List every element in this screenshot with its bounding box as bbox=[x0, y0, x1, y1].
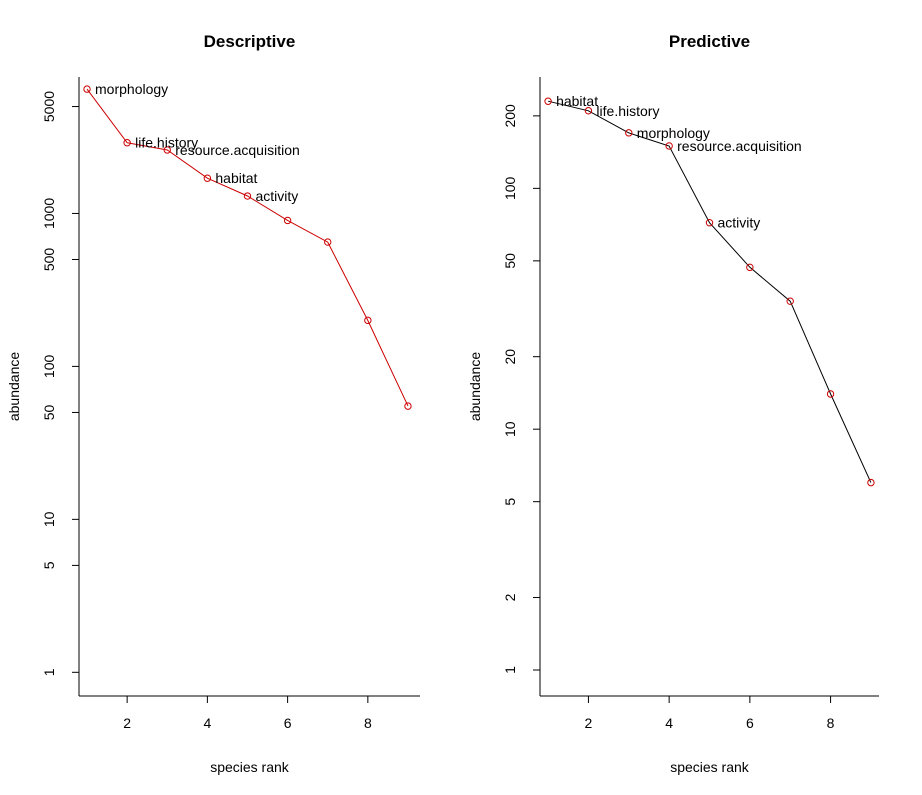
x-tick-label: 2 bbox=[123, 715, 131, 731]
data-point bbox=[404, 402, 412, 410]
x-tick-label: 6 bbox=[284, 715, 292, 731]
y-tick-label: 500 bbox=[41, 248, 57, 272]
point-label: life.history bbox=[135, 135, 198, 151]
y-tick-label: 100 bbox=[502, 176, 518, 200]
y-tick-label: 50 bbox=[41, 404, 57, 420]
y-tick-label: 1 bbox=[41, 668, 57, 676]
data-point bbox=[83, 85, 91, 93]
point-label: morphology bbox=[637, 125, 710, 141]
point-label: resource.acquisition bbox=[677, 138, 802, 154]
y-tick-label: 1 bbox=[502, 666, 518, 674]
y-tick-label: 20 bbox=[502, 349, 518, 365]
y-tick-label: 10 bbox=[502, 421, 518, 437]
data-point bbox=[544, 97, 552, 105]
data-point bbox=[123, 139, 131, 147]
series-line bbox=[547, 100, 872, 483]
y-axis-label: abundance bbox=[467, 352, 483, 422]
data-point bbox=[203, 174, 212, 182]
data-point bbox=[625, 129, 633, 137]
y-tick-label: 5 bbox=[41, 561, 57, 569]
data-point bbox=[867, 478, 875, 487]
y-tick-label: 100 bbox=[41, 355, 57, 379]
point-label: habitat bbox=[215, 170, 257, 186]
point-label: life.history bbox=[596, 103, 659, 119]
chart-title: Predictive bbox=[669, 32, 750, 51]
x-tick-label: 4 bbox=[203, 715, 211, 731]
data-point bbox=[364, 316, 372, 325]
data-point bbox=[584, 107, 593, 115]
data-point bbox=[243, 192, 252, 200]
data-point bbox=[705, 219, 714, 227]
x-tick-label: 4 bbox=[665, 715, 673, 731]
data-point bbox=[746, 263, 754, 272]
y-tick-label: 10 bbox=[41, 511, 57, 527]
point-label: activity bbox=[718, 215, 761, 231]
x-tick-label: 8 bbox=[364, 715, 372, 731]
point-label: morphology bbox=[95, 81, 168, 97]
chart-title: Descriptive bbox=[204, 32, 296, 51]
y-tick-label: 200 bbox=[502, 104, 518, 128]
data-point bbox=[826, 390, 835, 398]
x-tick-label: 8 bbox=[827, 715, 835, 731]
data-point bbox=[665, 142, 673, 150]
y-tick-label: 2 bbox=[502, 593, 518, 601]
data-point bbox=[786, 297, 794, 305]
point-label: resource.acquisition bbox=[175, 142, 300, 158]
data-point bbox=[163, 146, 171, 154]
x-tick-label: 2 bbox=[585, 715, 593, 731]
y-axis-label: abundance bbox=[6, 352, 22, 422]
point-label: habitat bbox=[556, 93, 598, 109]
data-point bbox=[283, 216, 292, 225]
x-axis-label: species rank bbox=[210, 759, 290, 775]
y-tick-label: 5000 bbox=[41, 91, 57, 122]
y-tick-label: 50 bbox=[502, 253, 518, 269]
series-line bbox=[86, 88, 409, 407]
y-tick-label: 5 bbox=[502, 498, 518, 506]
point-label: activity bbox=[255, 188, 298, 204]
x-axis-label: species rank bbox=[670, 759, 750, 775]
x-tick-label: 6 bbox=[746, 715, 754, 731]
y-tick-label: 1000 bbox=[41, 198, 57, 229]
data-point bbox=[324, 238, 332, 246]
